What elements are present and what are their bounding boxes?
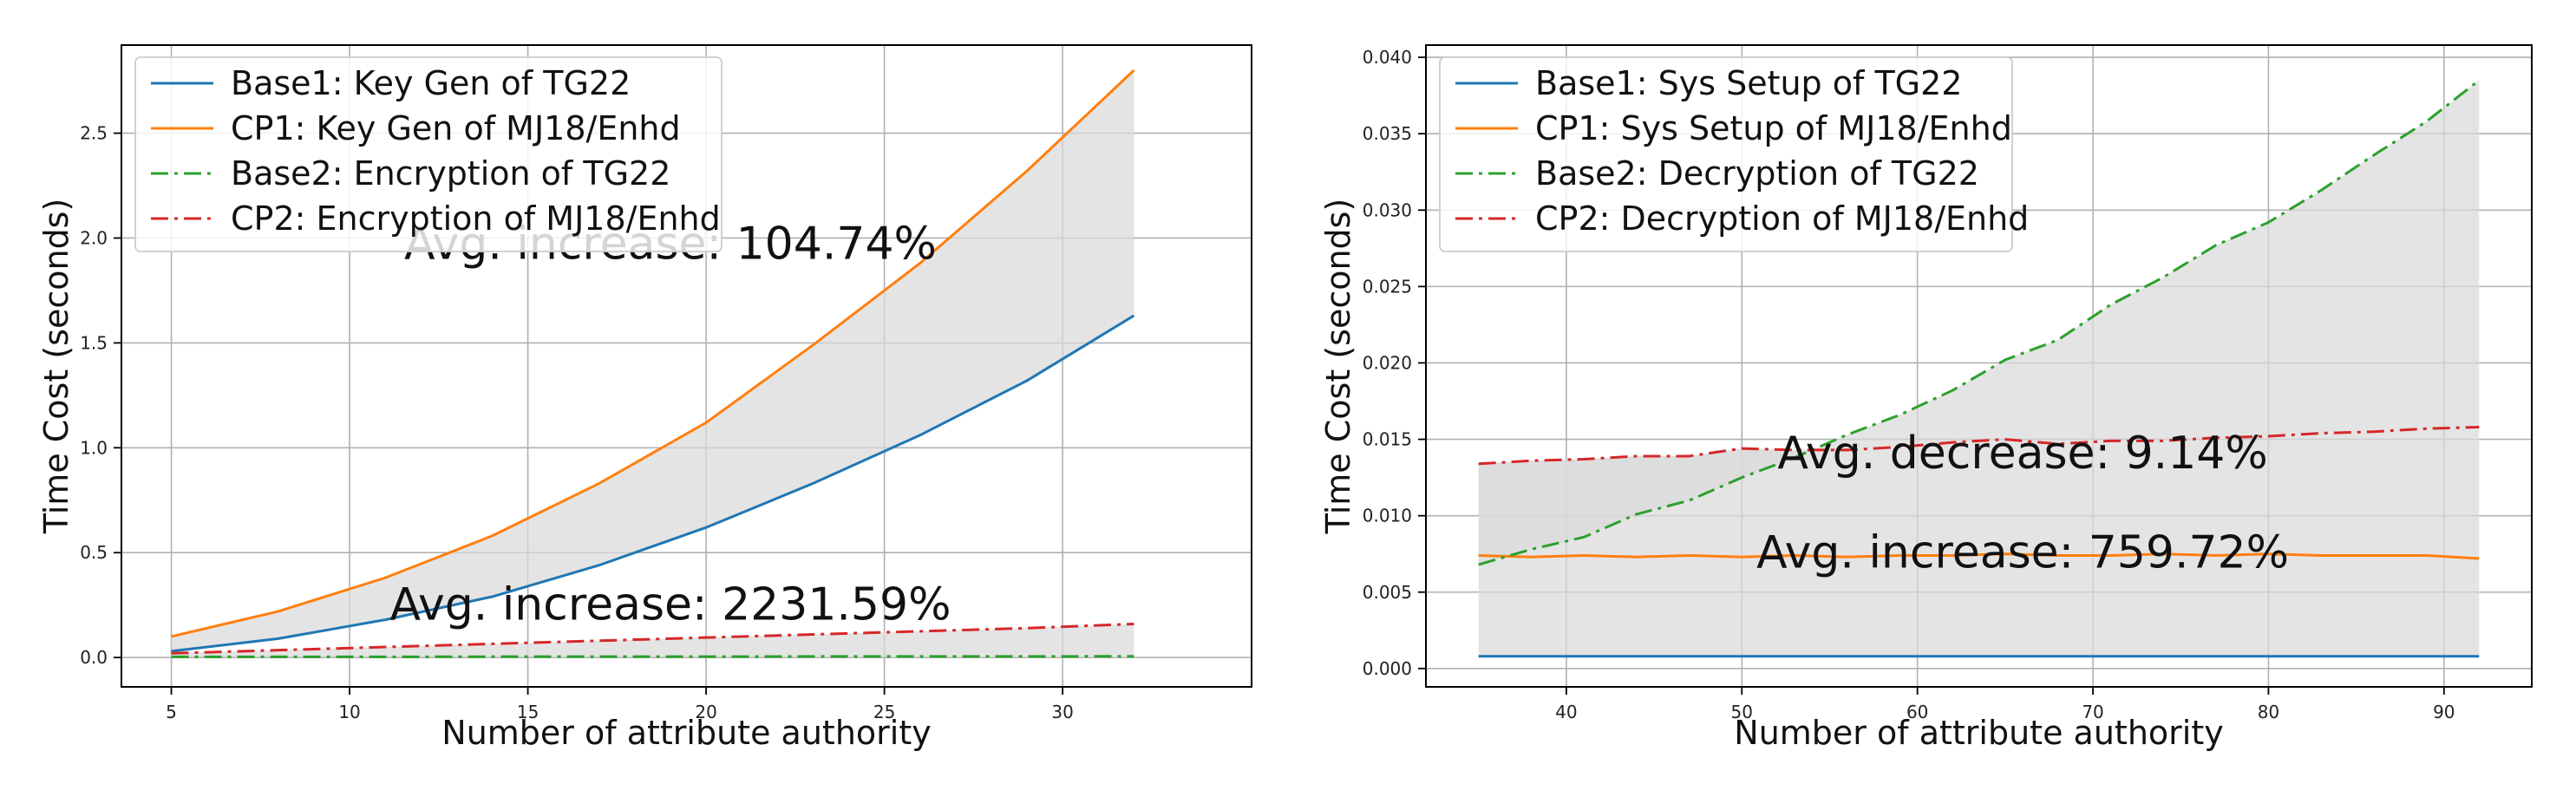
x-tick-label: 40 bbox=[1555, 702, 1577, 722]
fill-between-area bbox=[1478, 553, 2480, 657]
y-axis-title: Time Cost (seconds) bbox=[37, 199, 75, 535]
legend-label-3: Base2: Decryption of TG22 bbox=[1535, 154, 1979, 193]
y-tick-label: 0.010 bbox=[1363, 506, 1412, 526]
y-tick-label: 0.0 bbox=[80, 647, 108, 668]
y-tick-label: 0.025 bbox=[1363, 276, 1412, 297]
x-tick-label: 70 bbox=[2082, 702, 2103, 722]
axes-frame bbox=[121, 44, 1252, 688]
x-tick-label: 25 bbox=[873, 702, 895, 722]
x-tick-label: 60 bbox=[1906, 702, 1928, 722]
legend-label-1: Base1: Key Gen of TG22 bbox=[231, 64, 631, 102]
series-line-4 bbox=[171, 622, 1134, 655]
chart-left: 5 10 15 20 25 30 0.0 0.5 1.0 1.5 2.0 2.5 Number of a… bbox=[37, 44, 1252, 752]
series-line-1 bbox=[171, 314, 1135, 653]
fill-between-area bbox=[1478, 80, 2480, 565]
y-tick-label: 1.0 bbox=[80, 437, 108, 458]
series-line-3 bbox=[1478, 79, 2481, 566]
x-tick-label: 10 bbox=[338, 702, 360, 722]
y-tick-label: 0.040 bbox=[1363, 47, 1412, 68]
series-line-4 bbox=[1478, 425, 2480, 466]
series-line-2 bbox=[171, 69, 1135, 638]
y-tick-label: 0.030 bbox=[1363, 199, 1412, 220]
legend-label-4: CP2: Encryption of MJ18/Enhd bbox=[231, 199, 721, 238]
y-tick-label: 0.015 bbox=[1363, 429, 1412, 450]
fill-between-area bbox=[171, 70, 1134, 651]
series-line-2 bbox=[1478, 552, 2480, 560]
legend-label-4: CP2: Decryption of MJ18/Enhd bbox=[1535, 199, 2029, 238]
x-axis-title: Number of attribute authority bbox=[1734, 714, 2223, 752]
y-tick-label: 0.005 bbox=[1363, 582, 1412, 603]
y-tick-label: 0.020 bbox=[1363, 352, 1412, 373]
y-tick-label: 1.5 bbox=[80, 332, 108, 353]
y-tick-label: 0.035 bbox=[1363, 123, 1412, 144]
annotation-1: Avg. decrease: 9.14% bbox=[1777, 428, 2267, 480]
x-tick-label: 90 bbox=[2433, 702, 2455, 722]
axes-frame bbox=[1425, 44, 2533, 688]
x-tick-label: 5 bbox=[166, 702, 177, 722]
x-tick-label: 15 bbox=[517, 702, 539, 722]
chart-right: 40 50 60 70 80 90 0.000 0.005 0.010 0.015 0.020 0.0… bbox=[1319, 44, 2533, 752]
annotation-2: Avg. increase: 759.72% bbox=[1756, 527, 2289, 579]
y-tick-label: 0.000 bbox=[1363, 658, 1412, 679]
fill-between-area bbox=[171, 624, 1134, 657]
legend-box bbox=[1439, 56, 2013, 252]
y-tick-label: 0.5 bbox=[80, 542, 108, 563]
annotation-2: Avg. increase: 2231.59% bbox=[389, 579, 951, 631]
x-tick-label: 50 bbox=[1731, 702, 1753, 722]
legend-box bbox=[134, 56, 722, 252]
y-tick-label: 2.5 bbox=[80, 123, 108, 144]
y-axis-title: Time Cost (seconds) bbox=[1319, 199, 1357, 535]
x-tick-label: 20 bbox=[695, 702, 716, 722]
x-tick-label: 30 bbox=[1051, 702, 1073, 722]
legend-label-3: Base2: Encryption of TG22 bbox=[231, 154, 670, 193]
legend-label-2: CP1: Sys Setup of MJ18/Enhd bbox=[1535, 109, 2012, 147]
y-tick-label: 2.0 bbox=[80, 227, 108, 248]
x-tick-label: 80 bbox=[2258, 702, 2279, 722]
x-axis-title: Number of attribute authority bbox=[441, 714, 931, 752]
legend-label-2: CP1: Key Gen of MJ18/Enhd bbox=[231, 109, 681, 147]
legend-label-1: Base1: Sys Setup of TG22 bbox=[1535, 64, 1962, 102]
